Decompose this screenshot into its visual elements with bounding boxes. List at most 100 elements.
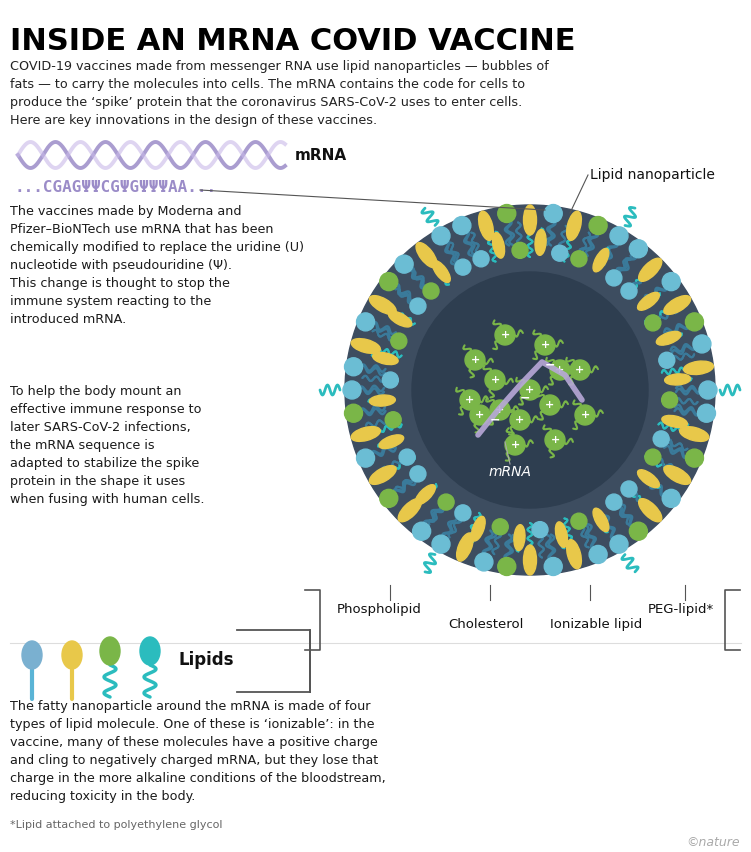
Circle shape: [645, 449, 661, 465]
Circle shape: [473, 250, 489, 267]
Circle shape: [629, 239, 647, 258]
Ellipse shape: [493, 233, 505, 258]
Circle shape: [571, 513, 587, 529]
Circle shape: [345, 205, 715, 575]
Ellipse shape: [351, 338, 380, 354]
Circle shape: [453, 216, 471, 234]
Text: +: +: [550, 435, 559, 445]
Circle shape: [698, 404, 716, 423]
Text: *Lipid attached to polyethylene glycol: *Lipid attached to polyethylene glycol: [10, 820, 222, 830]
Ellipse shape: [369, 466, 397, 485]
Circle shape: [357, 449, 375, 467]
Text: ©nature: ©nature: [686, 836, 740, 849]
Ellipse shape: [523, 205, 536, 235]
Circle shape: [699, 381, 717, 399]
Ellipse shape: [535, 229, 546, 256]
Ellipse shape: [638, 258, 662, 281]
Text: The vaccines made by Moderna and
Pfizer–BioNTech use mRNA that has been
chemical: The vaccines made by Moderna and Pfizer–…: [10, 205, 304, 326]
Circle shape: [438, 494, 454, 510]
Circle shape: [662, 273, 680, 291]
Circle shape: [510, 410, 530, 430]
Circle shape: [492, 519, 508, 535]
Circle shape: [410, 298, 426, 314]
Text: +: +: [475, 410, 484, 420]
Circle shape: [589, 216, 607, 234]
Ellipse shape: [664, 466, 691, 485]
Circle shape: [610, 535, 628, 553]
Text: −: −: [544, 359, 555, 371]
Ellipse shape: [415, 485, 436, 504]
Ellipse shape: [656, 331, 681, 345]
Ellipse shape: [664, 296, 691, 314]
Circle shape: [544, 557, 562, 575]
Circle shape: [495, 325, 515, 345]
Circle shape: [520, 380, 540, 400]
Text: PEG-lipid*: PEG-lipid*: [648, 603, 714, 616]
Ellipse shape: [638, 498, 662, 521]
Text: Cholesterol: Cholesterol: [448, 618, 523, 631]
Circle shape: [410, 466, 426, 482]
Ellipse shape: [523, 545, 536, 575]
Circle shape: [544, 204, 562, 222]
Circle shape: [662, 392, 677, 408]
Ellipse shape: [662, 416, 687, 428]
Circle shape: [498, 204, 516, 222]
Circle shape: [570, 360, 590, 380]
Circle shape: [395, 255, 413, 273]
Ellipse shape: [433, 261, 451, 282]
Circle shape: [412, 522, 430, 540]
Ellipse shape: [680, 427, 709, 441]
Ellipse shape: [566, 211, 581, 240]
Circle shape: [653, 431, 669, 447]
Ellipse shape: [369, 296, 397, 314]
Circle shape: [621, 481, 637, 497]
Text: Phospholipid: Phospholipid: [337, 603, 422, 616]
Circle shape: [629, 522, 647, 540]
Circle shape: [575, 405, 595, 425]
Circle shape: [385, 412, 401, 428]
Ellipse shape: [100, 637, 120, 665]
Circle shape: [399, 449, 415, 465]
Ellipse shape: [388, 311, 412, 327]
Circle shape: [610, 227, 628, 245]
Text: +: +: [526, 385, 535, 395]
Circle shape: [505, 435, 525, 455]
Ellipse shape: [372, 353, 398, 365]
Circle shape: [455, 259, 471, 275]
Text: +: +: [511, 440, 520, 450]
Circle shape: [550, 360, 570, 380]
Circle shape: [512, 242, 528, 258]
Ellipse shape: [140, 637, 160, 665]
Ellipse shape: [62, 641, 82, 669]
Text: +: +: [515, 415, 525, 425]
Ellipse shape: [593, 249, 609, 272]
Text: mRNA: mRNA: [488, 465, 532, 479]
Ellipse shape: [514, 525, 525, 550]
Circle shape: [460, 390, 480, 410]
Circle shape: [380, 273, 398, 291]
Text: Lipid nanoparticle: Lipid nanoparticle: [590, 168, 715, 182]
Circle shape: [662, 489, 680, 507]
Circle shape: [498, 557, 516, 575]
Circle shape: [485, 370, 505, 390]
Text: −: −: [490, 413, 500, 427]
Text: ...CGAGΨΨCGΨGΨΨΨAA...: ...CGAGΨΨCGΨGΨΨΨAA...: [15, 180, 217, 195]
Circle shape: [686, 313, 704, 331]
Ellipse shape: [478, 211, 493, 240]
Text: +: +: [470, 355, 480, 365]
Text: +: +: [541, 340, 550, 350]
Text: −: −: [520, 392, 530, 405]
Ellipse shape: [638, 469, 659, 487]
Circle shape: [432, 227, 450, 245]
Circle shape: [589, 545, 607, 563]
Ellipse shape: [638, 292, 659, 310]
Circle shape: [621, 283, 637, 299]
Text: +: +: [556, 365, 565, 375]
Circle shape: [391, 333, 407, 349]
Circle shape: [412, 272, 648, 508]
Ellipse shape: [593, 508, 609, 532]
Ellipse shape: [398, 498, 421, 521]
Circle shape: [686, 449, 704, 467]
Circle shape: [532, 521, 548, 538]
Circle shape: [382, 372, 398, 388]
